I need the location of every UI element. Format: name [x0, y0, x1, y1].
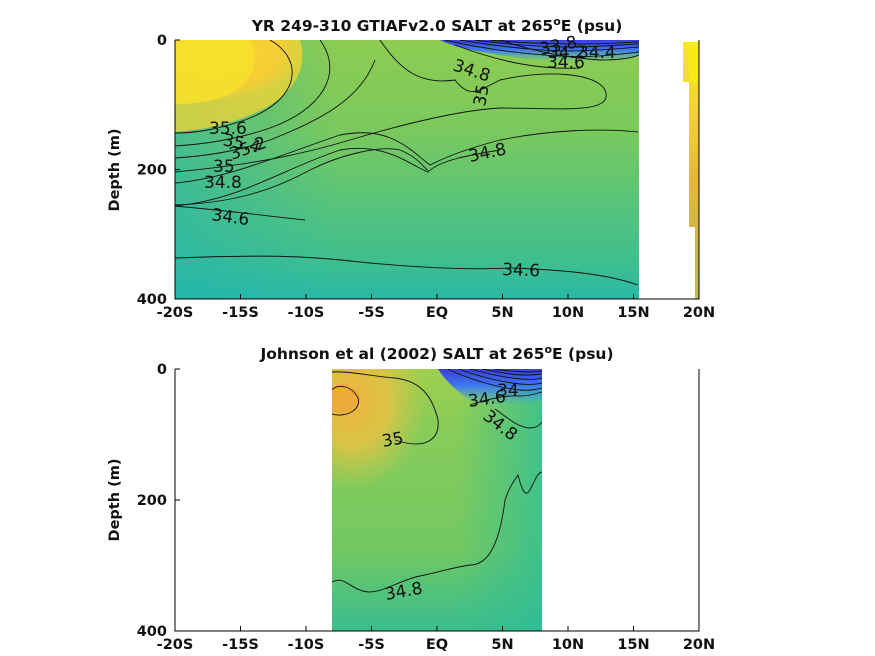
- contour-labels-top: 35.6 35.4 35.2 35 34.8 34.6 34.8 35 34.8…: [204, 32, 616, 281]
- x-tick-label: -20S: [157, 305, 194, 321]
- contour-label: 34.6: [547, 53, 585, 73]
- x-tick-label: EQ: [426, 637, 448, 653]
- x-tick-label: -10S: [288, 305, 325, 321]
- ticks-bottom: -20S -15S -10S -5S EQ 5N 10N 15N 20N 0 200 400: [137, 362, 715, 653]
- x-tick-label: -10S: [288, 637, 325, 653]
- ticks-top: -20S -15S -10S -5S EQ 5N 10N 15N 20N 0 200 400: [137, 33, 715, 321]
- x-tick-label: 20N: [683, 637, 715, 653]
- salinity-field-top: [175, 40, 639, 299]
- x-tick-label: -5S: [358, 637, 385, 653]
- x-tick-label: 5N: [491, 305, 513, 321]
- y-axis-label-top: Depth (m): [107, 129, 123, 212]
- x-tick-label: -15S: [222, 305, 259, 321]
- contour-label: 35: [380, 428, 405, 451]
- x-tick-label: 15N: [617, 637, 649, 653]
- contours-bottom: [332, 369, 542, 593]
- panel-bottom: 34 34.6 34.8 35 34.8 -20S -15S -10S -5S EQ 5N…: [107, 343, 715, 653]
- contour-label: 35: [470, 83, 493, 108]
- panel-top: 35.6 35.4 35.2 35 34.8 34.6 34.8 35 34.8…: [107, 15, 715, 321]
- y-axis-label-bottom: Depth (m): [107, 459, 123, 542]
- x-tick-label: 10N: [552, 305, 584, 321]
- y-tick-label: 400: [137, 292, 167, 308]
- x-tick-label: 5N: [491, 637, 513, 653]
- y-tick-label: 400: [137, 624, 167, 640]
- contour-label: 34.6: [502, 260, 541, 281]
- contour-label: 34.4: [578, 43, 616, 63]
- y-tick-label: 0: [157, 362, 167, 378]
- x-tick-label: -15S: [222, 637, 259, 653]
- y-tick-label: 0: [157, 33, 167, 49]
- contour-label: 35.6: [209, 119, 247, 139]
- x-tick-label: -20S: [157, 637, 194, 653]
- x-tick-label: 10N: [552, 637, 584, 653]
- contour-label: 34: [497, 381, 519, 401]
- x-tick-label: 20N: [683, 305, 715, 321]
- contour-label: 35: [213, 157, 235, 177]
- chart-title-top: YR 249-310 GTIAFv2.0 SALT at 265oE (psu): [251, 15, 623, 35]
- x-tick-label: 15N: [617, 305, 649, 321]
- salinity-field-bottom: [332, 369, 542, 631]
- chart-title-bottom: Johnson et al (2002) SALT at 265oE (psu): [259, 343, 613, 363]
- contour-label: 34.8: [204, 173, 242, 193]
- y-tick-label: 200: [137, 163, 167, 179]
- contour-label: 34.2: [548, 43, 586, 63]
- contours-top: [175, 40, 639, 286]
- x-tick-label: EQ: [426, 305, 448, 321]
- y-tick-label: 200: [137, 493, 167, 509]
- x-tick-label: -5S: [358, 305, 385, 321]
